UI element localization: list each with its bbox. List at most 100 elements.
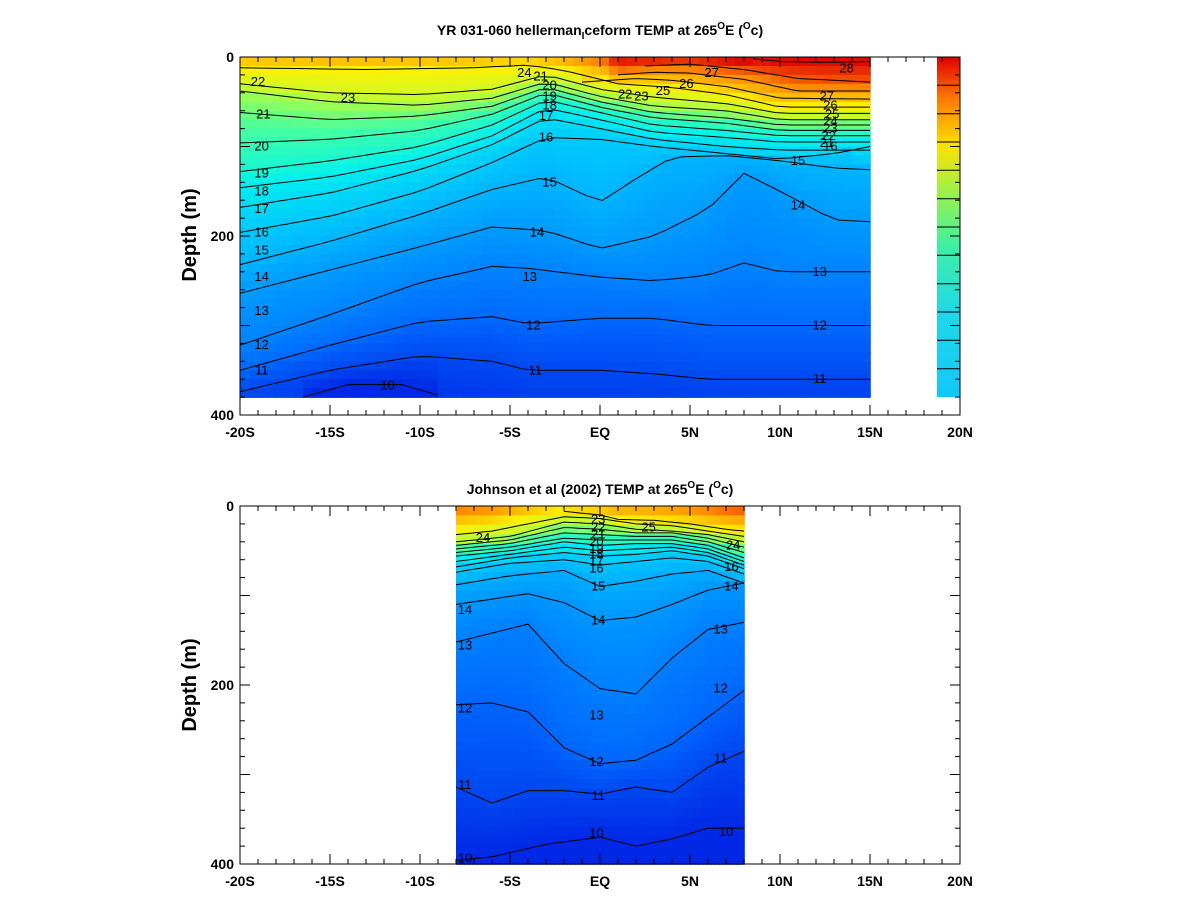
field-cell [546, 66, 556, 76]
field-cell [708, 307, 718, 318]
field-cell [575, 816, 581, 828]
field-cell [519, 110, 529, 121]
field-cell [464, 581, 470, 592]
field-cell [672, 146, 682, 157]
field-cell [816, 307, 826, 318]
field-cell [505, 581, 511, 592]
field-cell [513, 685, 519, 696]
field-cell [618, 92, 628, 103]
field-cell [852, 209, 862, 219]
field-cell [497, 609, 502, 620]
field-cell [521, 807, 527, 818]
field-cell [600, 666, 605, 677]
field-cell [798, 289, 808, 300]
field-cell [632, 750, 638, 762]
field-cell [632, 713, 638, 724]
field-cell [321, 182, 331, 192]
field-cell [678, 590, 684, 601]
field-cell [744, 379, 754, 389]
field-cell [550, 845, 556, 856]
field-cell [517, 675, 523, 686]
field-cell [510, 361, 520, 371]
field-cell [483, 128, 493, 139]
contour-label: 19 [542, 88, 556, 103]
field-cell [628, 571, 634, 583]
field-cell [762, 218, 772, 228]
field-cell [571, 769, 577, 780]
field-cell [542, 647, 548, 658]
field-cell [861, 262, 871, 273]
field-cell [509, 581, 515, 592]
field-cell [575, 628, 581, 639]
field-cell [681, 370, 691, 380]
field-cell [501, 524, 507, 535]
field-cell [612, 675, 618, 686]
field-cell [591, 722, 597, 733]
field-cell [717, 280, 727, 291]
field-cell [542, 732, 548, 743]
field-cell [771, 289, 781, 300]
field-cell [654, 119, 664, 130]
field-cell [645, 388, 655, 398]
field-cell [538, 628, 544, 639]
field-cell [530, 732, 535, 743]
field-cell [303, 137, 313, 148]
field-cell [762, 271, 772, 282]
field-cell [591, 66, 601, 76]
field-cell [628, 647, 634, 658]
field-cell [609, 379, 619, 389]
field-cell [438, 101, 448, 112]
field-cell [393, 57, 403, 67]
field-cell [649, 506, 655, 517]
field-cell [555, 74, 565, 85]
field-cell [339, 155, 349, 166]
field-cell [528, 57, 538, 67]
field-cell [530, 854, 535, 865]
field-cell [663, 119, 673, 130]
field-cell [582, 83, 592, 94]
field-cell [456, 553, 461, 564]
field-cell [665, 760, 671, 771]
field-cell [663, 379, 673, 389]
field-cell [663, 191, 673, 202]
field-cell [558, 524, 564, 535]
field-cell [672, 271, 682, 282]
field-cell [492, 289, 502, 300]
field-cell [708, 200, 718, 210]
field-cell [558, 628, 564, 639]
field-cell [563, 628, 568, 639]
field-cell [492, 66, 502, 76]
field-cell [505, 506, 511, 517]
field-cell [456, 200, 466, 210]
field-cell [616, 835, 622, 846]
field-cell [339, 334, 349, 345]
field-cell [753, 83, 763, 94]
field-cell [285, 316, 295, 327]
field-cell [672, 119, 682, 130]
field-cell [645, 218, 655, 228]
field-cell [637, 798, 642, 809]
field-cell [708, 236, 718, 246]
field-cell [591, 543, 597, 554]
field-cell [641, 788, 646, 799]
field-cell [505, 816, 511, 828]
field-cell [591, 854, 597, 865]
field-cell [546, 137, 556, 148]
field-cell [509, 807, 515, 818]
field-cell [618, 289, 628, 300]
field-cell [460, 845, 465, 856]
field-cell [472, 553, 478, 564]
field-cell [618, 236, 628, 246]
field-cell [657, 769, 663, 780]
field-cell [420, 83, 430, 94]
field-cell [411, 128, 421, 139]
field-cell [472, 694, 478, 705]
field-cell [366, 83, 376, 94]
field-cell [330, 361, 340, 371]
field-cell [546, 352, 556, 363]
field-cell [717, 245, 727, 255]
field-cell [472, 534, 478, 545]
field-cell [384, 57, 394, 67]
contour-line-17 [239, 119, 870, 208]
field-cell [505, 845, 511, 856]
